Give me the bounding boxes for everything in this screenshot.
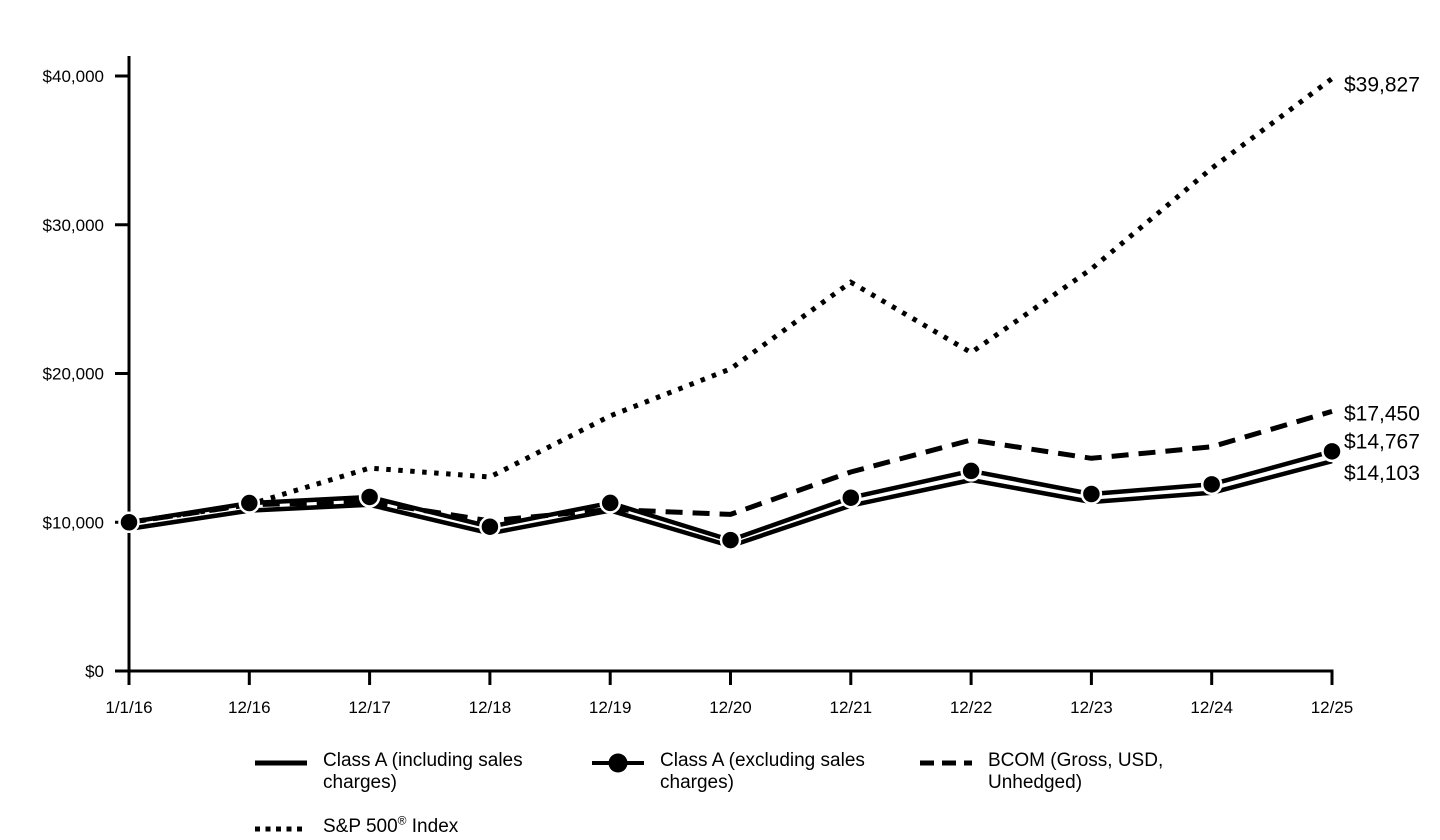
series-line-dashed bbox=[128, 409, 1333, 525]
data-point-marker bbox=[118, 511, 140, 533]
x-axis-label: 12/17 bbox=[348, 698, 391, 717]
data-point-marker bbox=[840, 486, 862, 509]
data-point-marker bbox=[479, 515, 501, 538]
data-point-marker bbox=[719, 529, 742, 551]
x-axis-label: 1/1/16 bbox=[105, 698, 152, 717]
x-axis-label: 12/20 bbox=[709, 698, 752, 717]
data-point-marker bbox=[599, 492, 621, 514]
y-axis-label: $10,000 bbox=[43, 513, 104, 532]
x-axis-label: 12/25 bbox=[1311, 698, 1354, 717]
y-axis-label: $20,000 bbox=[43, 365, 104, 384]
y-axis-label: $0 bbox=[85, 662, 104, 681]
data-point-marker bbox=[238, 492, 261, 514]
x-axis-label: 12/18 bbox=[469, 698, 512, 717]
x-axis-label: 12/22 bbox=[950, 698, 993, 717]
x-axis-label: 12/16 bbox=[228, 698, 271, 717]
y-axis-label: $30,000 bbox=[43, 216, 104, 235]
data-point-marker bbox=[1080, 483, 1103, 505]
end-value-label: $14,767 bbox=[1344, 430, 1420, 453]
data-point-marker bbox=[1321, 440, 1343, 463]
end-value-label: $39,827 bbox=[1344, 74, 1420, 97]
data-point-marker bbox=[1200, 473, 1223, 496]
x-axis-label: 12/24 bbox=[1190, 698, 1233, 717]
data-point-marker bbox=[358, 486, 381, 508]
y-axis-label: $40,000 bbox=[43, 67, 104, 86]
end-value-label: $17,450 bbox=[1344, 402, 1420, 425]
x-axis-label: 12/23 bbox=[1070, 698, 1113, 717]
x-axis-label: 12/19 bbox=[589, 698, 632, 717]
end-value-label: $14,103 bbox=[1344, 462, 1420, 485]
x-axis-label: 12/21 bbox=[830, 698, 873, 717]
data-point-marker bbox=[960, 460, 982, 482]
series-line-dotted bbox=[128, 76, 1334, 525]
